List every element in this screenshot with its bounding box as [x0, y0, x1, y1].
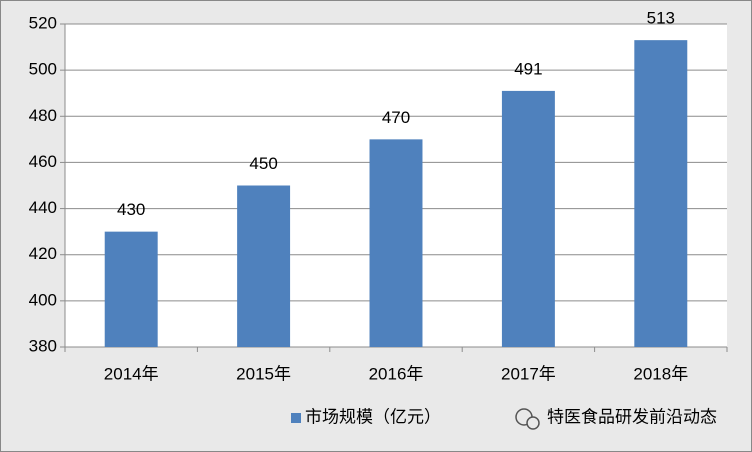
y-tick-label: 420	[29, 244, 57, 263]
y-tick-label: 480	[29, 106, 57, 125]
y-tick-label: 520	[29, 13, 57, 32]
x-tick-label: 2015年	[236, 364, 291, 383]
watermark-text: 特医食品研发前沿动态	[547, 407, 717, 426]
y-tick-label: 400	[29, 290, 57, 309]
x-tick-label: 2016年	[369, 364, 424, 383]
x-tick-label: 2017年	[501, 364, 556, 383]
legend-label: 市场规模（亿元）	[305, 407, 441, 426]
data-label: 430	[117, 200, 145, 219]
x-tick-label: 2018年	[633, 364, 688, 383]
bar	[237, 185, 291, 347]
y-tick-label: 440	[29, 198, 57, 217]
x-tick-label: 2014年	[104, 364, 159, 383]
legend-swatch	[291, 413, 301, 423]
watermark-icon	[526, 416, 540, 430]
data-label: 470	[382, 108, 410, 127]
data-label: 513	[647, 9, 675, 28]
bar	[369, 139, 423, 347]
data-label: 450	[249, 154, 277, 173]
watermark: 特医食品研发前沿动态	[515, 407, 717, 430]
y-tick-label: 380	[29, 336, 57, 355]
bar	[104, 231, 158, 347]
data-label: 491	[514, 59, 542, 78]
bar	[634, 40, 688, 348]
y-tick-label: 500	[29, 60, 57, 79]
y-tick-label: 460	[29, 152, 57, 171]
bar	[501, 90, 555, 348]
